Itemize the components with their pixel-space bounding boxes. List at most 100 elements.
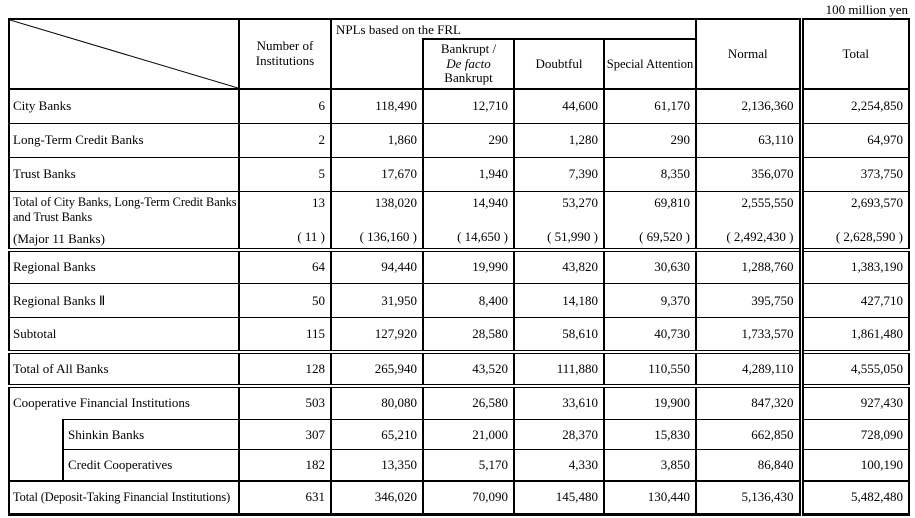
diagonal-line (11, 20, 237, 87)
cell: 19,900 (602, 385, 697, 420)
table-row: City Banks 6 118,490 12,710 44,600 61,17… (8, 89, 910, 124)
cell: 94,440 (330, 249, 423, 284)
cell: 9,370 (602, 283, 697, 318)
cell: 13,350 (330, 449, 423, 481)
unit-note: 100 million yen (825, 2, 908, 17)
row-label: City Banks (8, 89, 239, 124)
row-label: Cooperative Financial Institutions (8, 385, 239, 420)
table-row: Long-Term Credit Banks 2 1,860 290 1,280… (8, 123, 910, 158)
cell: 115 (238, 317, 331, 354)
cell: 3,850 (602, 449, 697, 481)
table-row: Cooperative Financial Institutions 503 8… (8, 385, 910, 420)
col-header-npl-total-empty (330, 39, 423, 90)
table-row-total-all-banks: Total of All Banks 128 265,940 43,520 11… (8, 351, 910, 388)
cell: 503 (238, 385, 331, 420)
cell: 127,920 (330, 317, 423, 354)
cell: 14,940( 14,650 ) (422, 191, 514, 252)
col-header-special-attention: Special Attention (602, 38, 697, 90)
cell: 728,090 (798, 419, 910, 450)
cell: 1,288,760 (695, 249, 802, 284)
cell: 12,710 (422, 89, 514, 124)
cell: 64 (238, 249, 331, 284)
cell: 8,400 (422, 283, 514, 318)
row-label: Total (Deposit-Taking Financial Institut… (8, 479, 239, 516)
cell: 33,610 (513, 385, 604, 420)
diagonal-header-cell (8, 19, 239, 90)
cell: 145,480 (513, 479, 604, 516)
cell: 65,210 (330, 419, 423, 450)
cell: 5,482,480 (798, 479, 910, 516)
cell: 1,860 (330, 123, 423, 158)
cell: 13( 11 ) (238, 191, 331, 252)
table-row-grand-total: Total (Deposit-Taking Financial Institut… (8, 479, 910, 516)
cell: 44,600 (513, 89, 604, 124)
cell: 847,320 (695, 385, 802, 420)
cell: 427,710 (798, 283, 910, 318)
cell: 111,880 (513, 351, 604, 388)
table-row: Regional Banks Ⅱ 50 31,950 8,400 14,180 … (8, 283, 910, 318)
special-attention-label: Special Attention (606, 56, 694, 71)
cell: 356,070 (695, 157, 802, 192)
cell: 61,170 (602, 89, 697, 124)
row-label: Trust Banks (8, 157, 239, 192)
table-row-major-banks: Total of City Banks, Long-Term Credit Ba… (8, 191, 910, 252)
cell: 58,610 (513, 317, 604, 354)
cell: 2,254,850 (798, 89, 910, 124)
table-row: Regional Banks 64 94,440 19,990 43,820 3… (8, 249, 910, 284)
header-row-sub: Bankrupt / De facto Bankrupt Doubtful Sp… (9, 38, 909, 90)
cell: 290 (422, 123, 514, 158)
header-row-group: Number of Institutions NPLs based on the… (8, 19, 910, 90)
cell: 28,370 (513, 419, 604, 450)
cell: 373,750 (798, 157, 910, 192)
cell: 631 (238, 479, 331, 516)
row-label: Regional Banks (8, 249, 239, 284)
cell: 128 (238, 351, 331, 388)
cell: 30,630 (602, 249, 697, 284)
cell: 69,810( 69,520 ) (602, 191, 697, 252)
cell: 6 (238, 89, 331, 124)
col-header-total: Total (798, 19, 910, 90)
cell: 1,280 (513, 123, 604, 158)
cell: 7,390 (513, 157, 604, 192)
col-header-bankrupt: Bankrupt / De facto Bankrupt (422, 38, 514, 90)
cell: 21,000 (422, 419, 514, 450)
bankrupt-line3: Bankrupt (444, 70, 493, 86)
cell: 50 (238, 283, 331, 318)
cell: 662,850 (695, 419, 802, 450)
cell: 63,110 (695, 123, 802, 158)
cell: 110,550 (602, 351, 697, 388)
cell: 5 (238, 157, 331, 192)
cell: 182 (238, 449, 331, 481)
table-row-indented: Shinkin Banks 307 65,210 21,000 28,370 1… (8, 419, 910, 481)
cell: 290 (602, 123, 697, 158)
col-header-normal: Normal (695, 19, 802, 90)
cell: 4,289,110 (695, 351, 802, 388)
row-label: Credit Cooperatives (62, 449, 239, 481)
col-header-doubtful: Doubtful (513, 38, 604, 90)
cell: 26,580 (422, 385, 514, 420)
cell: 927,430 (798, 385, 910, 420)
cell: 80,080 (330, 385, 423, 420)
major-label-sub: (Major 11 Banks) (13, 230, 105, 246)
row-label: Total of All Banks (8, 351, 239, 388)
cell: 4,555,050 (798, 351, 910, 388)
cell: 28,580 (422, 317, 514, 354)
cell: 15,830 (602, 419, 697, 450)
col-header-npl-group: NPLs based on the FRL (329, 19, 697, 39)
row-label: Regional Banks Ⅱ (8, 283, 239, 318)
indent-spacer-cell (8, 419, 64, 481)
cell: 8,350 (602, 157, 697, 192)
cell: 19,990 (422, 249, 514, 284)
cell: 2 (238, 123, 331, 158)
cell: 31,950 (330, 283, 423, 318)
table-row-subtotal: Subtotal 115 127,920 28,580 58,610 40,73… (8, 317, 910, 354)
table-row-indented: Credit Cooperatives 182 13,350 5,170 4,3… (9, 449, 910, 481)
row-label: Shinkin Banks (62, 419, 239, 450)
grand-total-label: Total (Deposit-Taking Financial Institut… (13, 490, 231, 505)
cell: 2,136,360 (695, 89, 802, 124)
cell: 2,555,550( 2,492,430 ) (695, 191, 802, 252)
cell: 5,170 (422, 449, 514, 481)
cell: 1,940 (422, 157, 514, 192)
cell: 43,520 (422, 351, 514, 388)
